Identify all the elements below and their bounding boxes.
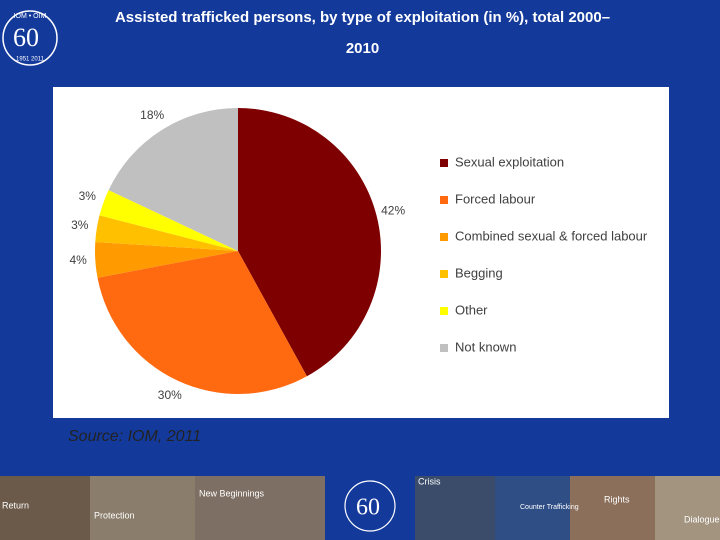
legend-label: Begging: [455, 265, 503, 280]
legend-swatch: [440, 270, 448, 278]
logo-number: 60: [356, 495, 380, 521]
pie-slice: [95, 215, 238, 251]
photo-banner: 60 Return Protection New Beginnings Crisis C…: [0, 476, 720, 540]
banner-label: Rights: [604, 494, 630, 504]
photo: [325, 476, 415, 540]
photo: [655, 476, 720, 540]
photo: [415, 476, 495, 540]
legend-label: Forced labour: [455, 191, 536, 206]
pie-slice: [238, 108, 381, 377]
pie-slice: [95, 242, 238, 278]
pie-slice: [99, 190, 238, 251]
data-label: 3%: [71, 218, 89, 232]
logo-top: IOM • OIM: [14, 13, 47, 20]
legend-label: Other: [455, 302, 488, 317]
banner-label: Crisis: [418, 476, 441, 486]
data-label: 3%: [79, 189, 97, 203]
chart-title: Assisted trafficked persons, by type of …: [114, 9, 611, 57]
data-label: 18%: [140, 108, 164, 122]
banner-label: Counter Trafficking: [520, 504, 579, 511]
pie-slice: [108, 108, 238, 251]
banner-label: Dialogue: [684, 514, 720, 524]
legend-swatch: [440, 307, 448, 315]
photo: [90, 476, 195, 540]
data-label: 42%: [381, 203, 405, 217]
photo: [0, 476, 90, 540]
banner-label: Protection: [94, 510, 135, 520]
legend-label: Sexual exploitation: [455, 154, 564, 169]
banner-label: Return: [2, 500, 29, 510]
logo-bottom: 1951 2011: [16, 57, 45, 63]
source: Source: IOM, 2011: [68, 428, 202, 445]
legend-swatch: [440, 196, 448, 204]
legend-label: Combined sexual & forced labour: [455, 228, 648, 243]
pie-slice: [97, 251, 307, 394]
legend-swatch: [440, 233, 448, 241]
logo: IOM • OIM 60 1951 2011: [2, 10, 58, 66]
logo-number: 60: [13, 23, 39, 52]
logo-ring: [344, 480, 396, 532]
photo: [495, 476, 570, 540]
legend-swatch: [440, 344, 448, 352]
data-label: 30%: [158, 388, 182, 402]
photo: [570, 476, 655, 540]
photo: [195, 476, 325, 540]
legend-swatch: [440, 159, 448, 167]
banner-label: New Beginnings: [199, 488, 265, 498]
data-label: 4%: [69, 253, 87, 267]
legend-label: Not known: [455, 339, 516, 354]
logo-ring: [2, 10, 58, 66]
